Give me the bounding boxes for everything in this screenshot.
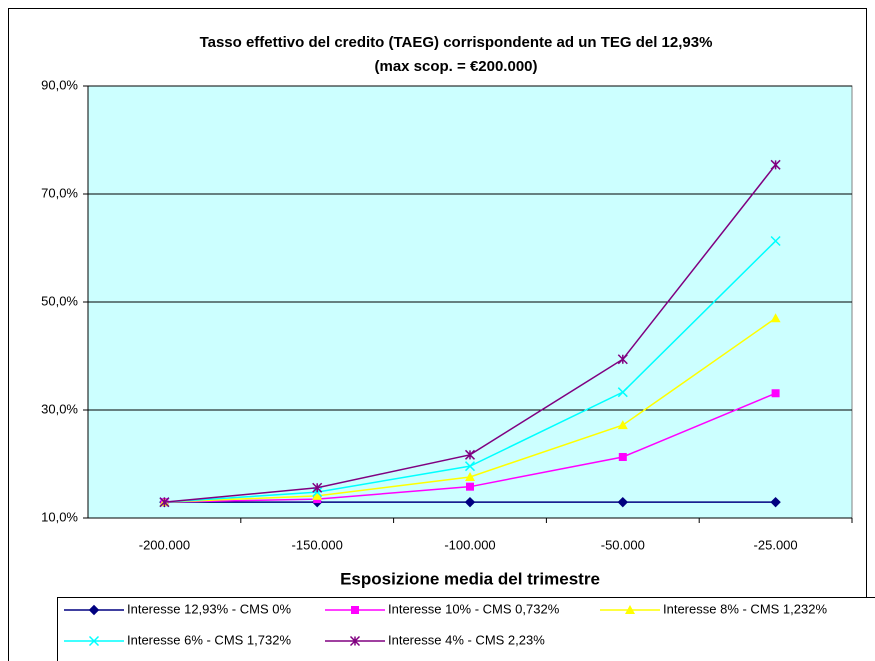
y-tick-label: 50,0% — [41, 293, 78, 308]
legend-label: Interesse 4% - CMS 2,23% — [388, 632, 545, 647]
legend-label: Interesse 8% - CMS 1,232% — [663, 601, 827, 616]
chart-subtitle: (max scop. = €200.000) — [374, 58, 537, 75]
data-point — [312, 482, 323, 493]
legend — [57, 597, 875, 661]
x-tick-label: -50.000 — [601, 537, 645, 552]
data-point — [464, 449, 476, 460]
data-point — [770, 313, 781, 323]
data-point — [159, 497, 170, 508]
data-point — [617, 387, 628, 398]
data-point — [771, 389, 780, 398]
y-tick-label: 30,0% — [41, 401, 78, 416]
data-point — [617, 420, 628, 430]
data-point — [770, 496, 781, 508]
x-tick-label: -25.000 — [754, 537, 798, 552]
data-point — [464, 461, 476, 472]
data-point — [770, 159, 781, 170]
legend-marker — [88, 635, 100, 647]
data-point — [617, 354, 628, 365]
data-point — [617, 496, 629, 508]
y-tick-label: 70,0% — [41, 185, 78, 200]
y-tick-label: 90,0% — [41, 77, 78, 92]
legend-marker — [625, 605, 635, 614]
data-point — [618, 452, 627, 461]
legend-label: Interesse 6% - CMS 1,732% — [127, 632, 291, 647]
data-point — [466, 482, 474, 491]
data-point — [465, 471, 475, 481]
legend-marker — [349, 635, 361, 647]
data-point — [312, 490, 323, 500]
legend-marker — [88, 604, 100, 616]
x-tick-label: -150.000 — [292, 537, 343, 552]
legend-marker — [351, 606, 359, 614]
x-axis-label: Esposizione media del trimestre — [340, 569, 600, 588]
y-tick-label: 10,0% — [41, 509, 78, 524]
x-tick-label: -100.000 — [444, 537, 495, 552]
x-tick-label: -200.000 — [139, 537, 190, 552]
data-point — [770, 235, 781, 247]
legend-label: Interesse 10% - CMS 0,732% — [388, 601, 560, 616]
legend-label: Interesse 12,93% - CMS 0% — [127, 601, 291, 616]
data-point — [464, 496, 476, 508]
chart-title: Tasso effettivo del credito (TAEG) corri… — [200, 34, 713, 51]
